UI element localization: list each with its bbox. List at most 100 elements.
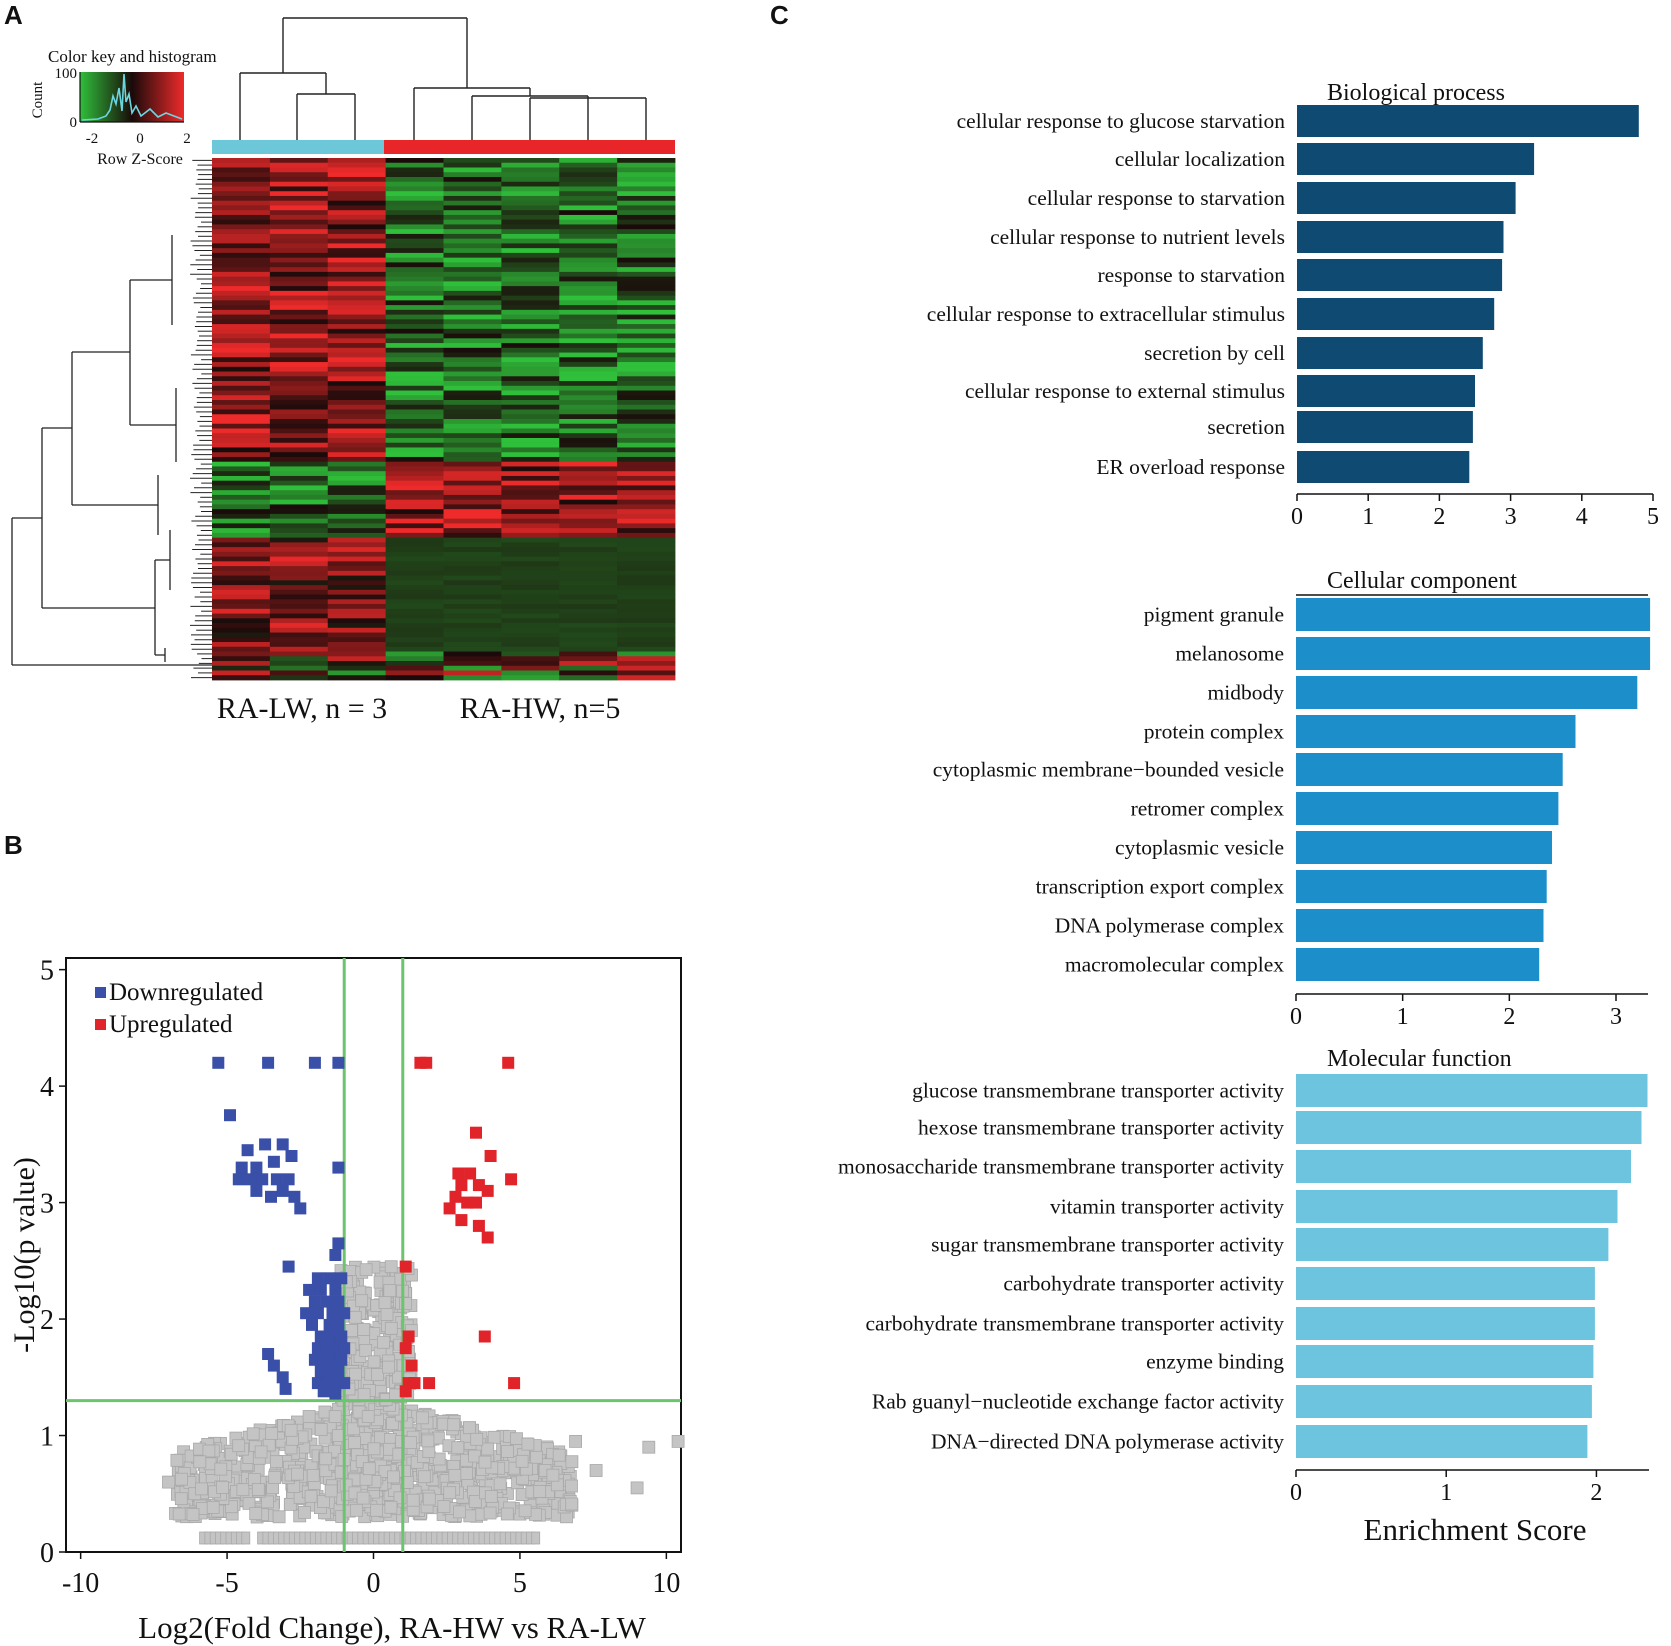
heatmap-cell (269, 290, 329, 297)
downregulated-point (332, 1318, 345, 1331)
heatmap-cell (617, 276, 676, 282)
heatmap-cell (212, 338, 271, 344)
heatmap-cell (617, 461, 676, 467)
null-point (362, 1462, 376, 1476)
null-point (306, 1469, 320, 1482)
heatmap-cell (212, 300, 271, 306)
heatmap-cell (501, 627, 560, 633)
heatmap-cell (269, 494, 329, 501)
heatmap-cell (443, 276, 502, 282)
heatmap-cell (501, 305, 560, 311)
heatmap-cell (443, 623, 502, 629)
heatmap-cell (269, 395, 329, 401)
bp-bar-label: response to starvation (1098, 263, 1286, 287)
heatmap-cell (385, 385, 444, 391)
heatmap-cell (559, 433, 618, 439)
heatmap-cell (617, 176, 676, 183)
heatmap-cell (385, 381, 444, 387)
heatmap-cell (327, 461, 387, 467)
legend-label-upregulated: Upregulated (109, 1011, 233, 1038)
heatmap-cell (617, 414, 676, 420)
heatmap-cell (617, 419, 676, 425)
heatmap-cell (269, 556, 329, 562)
downregulated-point (250, 1161, 263, 1174)
heatmap-cell (617, 191, 676, 197)
heatmap-cell (385, 651, 444, 657)
null-point (447, 1418, 461, 1432)
heatmap-cell (327, 271, 387, 278)
heatmap-cell (385, 627, 444, 633)
heatmap-cell (327, 585, 387, 591)
heatmap-cell (385, 281, 444, 287)
heatmap-cell (501, 414, 560, 420)
heatmap-cell (327, 656, 387, 662)
heatmap-cell (269, 608, 329, 614)
heatmap-cell (617, 437, 676, 444)
heatmap-cell (327, 570, 387, 576)
heatmap-cell (559, 347, 618, 353)
heatmap-cell (269, 423, 329, 429)
heatmap-cell (269, 191, 329, 197)
heatmap-cell (443, 314, 502, 320)
heatmap-cell (617, 257, 676, 263)
heatmap-cell (269, 599, 329, 605)
x-tick-label: -5 (215, 1568, 238, 1599)
heatmap-cell (501, 475, 560, 482)
downregulated-point (314, 1283, 327, 1296)
heatmap-cell (501, 219, 560, 225)
heatmap-cell (385, 186, 444, 192)
heatmap-cell (443, 257, 502, 263)
heatmap-cell (559, 556, 618, 562)
heatmap-cell (385, 433, 444, 439)
heatmap-cell (212, 224, 271, 230)
cc-bar (1296, 870, 1547, 903)
heatmap-cell (617, 528, 676, 534)
heatmap-cell (269, 466, 329, 472)
heatmap-cell (559, 295, 618, 301)
legend-swatch-upregulated (95, 1019, 106, 1030)
heatmap-cell (269, 262, 329, 268)
heatmap-cell (269, 419, 329, 425)
heatmap-cell (385, 646, 444, 652)
heatmap-cell (501, 314, 560, 320)
heatmap-cell (212, 371, 271, 377)
heatmap-cell (501, 404, 560, 410)
heatmap-cell (443, 419, 502, 425)
heatmap-cell (559, 276, 618, 282)
upregulated-point (399, 1342, 412, 1355)
heatmap-cell (327, 158, 387, 164)
heatmap-cell (269, 561, 329, 567)
heatmap-cell (269, 409, 329, 415)
mf-bar-label: glucose transmembrane transporter activi… (912, 1079, 1284, 1103)
null-point (565, 1497, 579, 1511)
heatmap-cell (443, 252, 502, 259)
heatmap-cell (443, 604, 502, 610)
heatmap-cell (443, 452, 502, 458)
heatmap-panel: Color key and histogram 100 0 Count -2 0… (11, 17, 676, 725)
heatmap-cell (443, 428, 502, 434)
heatmap-cell (559, 613, 618, 619)
heatmap-cell (559, 632, 618, 638)
null-point (269, 1455, 283, 1469)
heatmap-cell (327, 599, 387, 605)
heatmap-cell (385, 532, 444, 539)
heatmap-cell (327, 518, 387, 524)
heatmap-cell (327, 437, 387, 444)
heatmap-cell (443, 561, 502, 567)
heatmap-cell (617, 665, 676, 671)
heatmap-cell (385, 276, 444, 282)
heatmap-cell (443, 466, 502, 472)
null-point (510, 1432, 523, 1446)
heatmap-cell (212, 357, 271, 363)
heatmap-cell (385, 618, 444, 624)
mf-bar (1296, 1228, 1609, 1261)
heatmap-cell (443, 409, 502, 415)
bp-x-tick-label: 1 (1362, 504, 1374, 530)
heatmap-cell (443, 670, 502, 676)
heatmap-cell (501, 461, 560, 467)
heatmap-cell (617, 637, 676, 643)
null-point (249, 1507, 263, 1520)
heatmap-cell (385, 471, 444, 477)
bp-bar (1297, 259, 1503, 291)
heatmap-cell (617, 651, 676, 657)
